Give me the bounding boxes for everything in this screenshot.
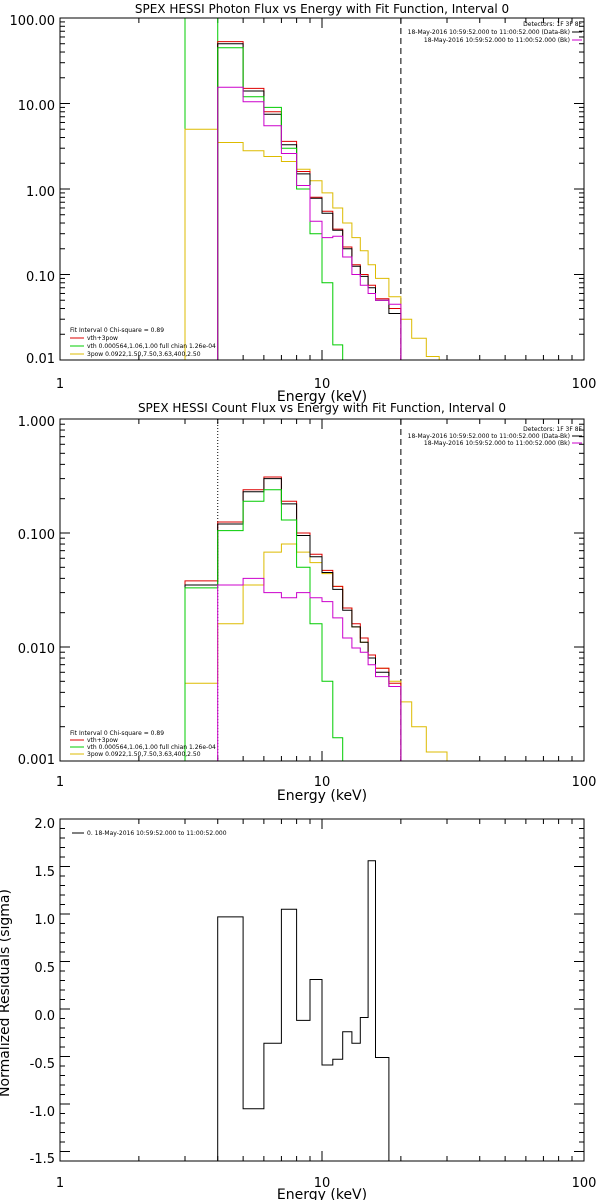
photon-flux-plot-area: [59, 17, 585, 361]
residuals-ylabel: Normalized Residuals (sigma): [0, 889, 13, 1097]
residuals-ytick: -1.5: [30, 1152, 55, 1167]
residuals-ytick: 0.5: [34, 961, 55, 976]
count-flux-frame: [59, 418, 585, 762]
photon-flux-tick-labels: 1 10 100 0.01 0.10 1.00 10.00 100.00: [10, 14, 597, 392]
count-flux-series-group: [184, 419, 448, 761]
count-flux-xlabel: Energy (keV): [277, 788, 367, 804]
count-flux-xtick: 100: [572, 775, 597, 790]
count-flux-ytick: 1.000: [18, 415, 55, 430]
count-flux-legend-line: 3pow 0.0922,1.50,7.50,3.63,400,2.50: [87, 751, 201, 758]
count-flux-ytick: 0.001: [18, 753, 55, 768]
residuals-series-group: [217, 860, 390, 1161]
photon-flux-ytick: 1.00: [26, 185, 55, 200]
photon-flux-ytick: 0.10: [26, 270, 55, 285]
photon-flux-legend-line: vth 0.000564,1.06,1.00 full chian 1.26e-…: [87, 343, 216, 350]
count-flux-panel: SPEX HESSI Count Flux vs Energy with Fit…: [18, 401, 597, 804]
count-flux-legend-line: vth 0.000564,1.06,1.00 full chian 1.26e-…: [87, 744, 216, 751]
count-flux-header-line: 18-May-2016 10:59:52.000 to 11:00:52.000…: [408, 433, 570, 440]
photon-flux-legend: Fit Interval 0 Chi-square = 0.89 vth+3po…: [70, 327, 216, 358]
photon-flux-header-line: 18-May-2016 10:59:52.000 to 11:00:52.000…: [424, 37, 570, 44]
photon-flux-legend-line: Fit Interval 0 Chi-square = 0.89: [70, 327, 164, 334]
residuals-xtick: 1: [56, 1176, 64, 1191]
residuals-legend-line: 0. 18-May-2016 10:59:52.000 to 11:00:52.…: [87, 830, 227, 837]
count-flux-legend-line: Fit Interval 0 Chi-square = 0.89: [70, 730, 164, 737]
count-flux-ytick: 0.010: [18, 642, 55, 657]
count-flux-header: Detectors: 1F 3F 8F 18-May-2016 10:59:52…: [408, 426, 583, 447]
residuals-ytick: 1.5: [34, 865, 55, 880]
photon-flux-series-group: [184, 18, 440, 360]
count-flux-xtick: 10: [314, 775, 331, 790]
photon-flux-xtick: 1: [56, 377, 64, 392]
photon-flux-ytick: 0.01: [26, 352, 55, 367]
count-flux-series-0: [184, 543, 448, 761]
photon-flux-series-4: [217, 47, 344, 360]
photon-flux-xtick: 100: [572, 377, 597, 392]
residuals-ytick: 2.0: [34, 817, 55, 832]
residuals-ytick: 1.0: [34, 913, 55, 928]
residuals-series-0: [217, 860, 390, 1161]
photon-flux-xtick: 10: [314, 377, 331, 392]
photon-flux-header: Detectors: 1F 3F 8F 18-May-2016 10:59:52…: [408, 21, 583, 44]
residuals-panel: 1 10 100 -1.5 -1.0 -0.5 0.0 0.5 1.0 1.5 …: [0, 817, 597, 1203]
residuals-ytick: 0.0: [34, 1009, 55, 1024]
photon-flux-ytick: 10.00: [18, 99, 55, 114]
photon-flux-ytick: 100.00: [10, 14, 56, 29]
photon-flux-legend-line: 3pow 0.0922,1.50,7.50,3.63,400,2.50: [87, 351, 201, 358]
residuals-legend: 0. 18-May-2016 10:59:52.000 to 11:00:52.…: [72, 830, 227, 837]
count-flux-series-4: [217, 577, 402, 761]
photon-flux-panel: SPEX HESSI Photon Flux vs Energy with Fi…: [10, 2, 597, 405]
residuals-ytick: -0.5: [30, 1057, 55, 1072]
residuals-plot-area: [59, 818, 585, 1162]
photon-flux-header-line: 18-May-2016 10:59:52.000 to 11:00:52.000…: [408, 29, 570, 36]
count-flux-legend: Fit Interval 0 Chi-square = 0.89 vth+3po…: [70, 730, 216, 758]
count-flux-header-line: Detectors: 1F 3F 8F: [523, 426, 582, 433]
residuals-ytick: -1.0: [30, 1105, 55, 1120]
count-flux-xtick: 1: [56, 775, 64, 790]
residuals-axis-ticks: [59, 818, 584, 1161]
count-flux-series-3: [184, 489, 344, 761]
photon-flux-header-line: Detectors: 1F 3F 8F: [523, 21, 582, 28]
residuals-xtick: 100: [572, 1176, 597, 1191]
photon-flux-frame: [59, 17, 585, 361]
residuals-xlabel: Energy (keV): [277, 1187, 367, 1200]
photon-flux-xlabel: Energy (keV): [277, 389, 367, 405]
count-flux-title: SPEX HESSI Count Flux vs Energy with Fit…: [138, 401, 506, 415]
count-flux-legend-line: vth+3pow: [87, 737, 118, 744]
photon-flux-series-5: [217, 86, 402, 360]
photon-flux-series-2: [217, 41, 402, 360]
count-flux-header-line: 18-May-2016 10:59:52.000 to 11:00:52.000…: [424, 440, 570, 447]
residuals-frame: [59, 818, 585, 1162]
photon-flux-title: SPEX HESSI Photon Flux vs Energy with Fi…: [135, 2, 509, 16]
count-flux-axis-ticks: [59, 418, 584, 762]
residuals-tick-labels: 1 10 100 -1.5 -1.0 -0.5 0.0 0.5 1.0 1.5 …: [30, 817, 597, 1191]
count-flux-series-1: [184, 476, 402, 761]
count-flux-ytick: 0.100: [18, 528, 55, 543]
residuals-xtick: 10: [314, 1176, 331, 1191]
count-flux-tick-labels: 1 10 100 0.001 0.010 0.100 1.000: [18, 415, 597, 790]
photon-flux-series-3: [217, 43, 402, 360]
count-flux-series-2: [184, 478, 402, 761]
photon-flux-series-0: [184, 18, 218, 360]
count-flux-plot-area: [59, 418, 585, 762]
photon-flux-legend-line: vth+3pow: [87, 335, 118, 342]
